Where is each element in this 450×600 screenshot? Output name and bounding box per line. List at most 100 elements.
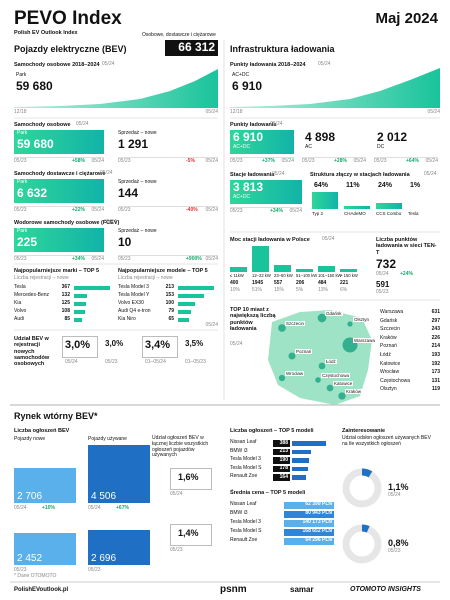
metric-box	[14, 130, 104, 154]
metric-value: 59 680	[17, 137, 54, 151]
metric-value: 4 898	[305, 130, 336, 144]
period: 05/24	[388, 492, 401, 498]
map-label: Częstochowa	[321, 373, 351, 379]
share-title: Udział BEV w rejestracji nowych samochod…	[14, 336, 50, 368]
list-bar	[74, 310, 85, 314]
change: +28%	[334, 158, 347, 164]
power-share: 5%	[296, 287, 304, 293]
card-title: Liczba ogłoszeń BEV	[14, 428, 70, 434]
list-bar	[292, 458, 309, 463]
metric-value: 59 680	[16, 79, 53, 93]
map-label: Poznań	[295, 349, 313, 355]
period: 05/24	[322, 236, 335, 242]
metric-value: 6 632	[17, 186, 48, 200]
period: 05/24	[170, 491, 183, 497]
metric-label: AC+DC	[233, 194, 251, 200]
footer-url: PolishEVoutlook.pl	[14, 587, 69, 593]
list-name: Audi Q4 e-tron	[118, 308, 151, 314]
list-bar	[292, 441, 326, 446]
period: 05/24	[205, 322, 218, 328]
card-title: Struktura złączy w stacjach ładowania	[310, 172, 410, 178]
date: Maj 2024	[375, 10, 438, 27]
city-name: Katowice	[380, 360, 401, 367]
city-name: Łódź	[380, 352, 391, 358]
list-bar	[292, 475, 307, 480]
list-name: Volvo EX30	[118, 300, 144, 306]
metric-label: Park	[17, 228, 28, 234]
metric-value: 144	[118, 186, 139, 200]
total-box	[165, 40, 218, 56]
section-title: Infrastruktura ładowania	[230, 44, 335, 54]
power-share: 51%	[252, 287, 263, 293]
power-bar	[318, 265, 335, 272]
period: 05/23	[14, 256, 27, 262]
city-value: 131	[431, 377, 440, 384]
period: 05/24	[104, 219, 117, 225]
list-name: Renault Zoe	[230, 473, 258, 479]
connector-name: Tesla	[408, 211, 419, 216]
power-share: 10%	[230, 287, 241, 293]
price-value: 80 943 PLN	[305, 510, 332, 516]
period: 05/24	[91, 158, 104, 164]
price-value: 140 173 PLN	[302, 519, 332, 525]
city-name: Olsztyn	[380, 386, 397, 393]
baseline	[302, 157, 366, 158]
group-name: Pojazdy nowe	[14, 436, 46, 442]
power-bar	[274, 264, 291, 272]
metric-label: AC+DC	[233, 144, 251, 150]
city-name: Wrocław	[380, 369, 400, 376]
price-box	[284, 501, 334, 509]
period: 05/23	[388, 548, 401, 554]
city-name: Gdańsk	[380, 317, 398, 324]
list-subtitle: Liczba rejestracji – nowe	[118, 275, 173, 281]
city-dot	[278, 374, 286, 382]
list-bar	[292, 466, 308, 471]
metric-label: AC+DC	[232, 72, 250, 78]
list-value: 153	[165, 292, 174, 298]
list-name: Mercedes-Benz	[14, 292, 50, 298]
period: 05/24	[100, 170, 113, 176]
axis-label: 12/18	[230, 109, 243, 115]
list-value: 100	[165, 300, 174, 306]
listing-bar	[14, 468, 76, 503]
metric-label: Sprzedaż – nowe	[118, 228, 157, 234]
city-value: 193	[431, 352, 440, 358]
list-name: Kia Niro	[118, 316, 136, 322]
metric-label: Park	[17, 179, 28, 185]
city-name: Częstochowa	[380, 377, 411, 384]
donut-track	[342, 524, 382, 564]
period: 05/23	[14, 158, 27, 164]
power-count: 557	[274, 280, 283, 286]
list-bar	[178, 286, 214, 290]
period: 05/23	[14, 567, 27, 573]
period: 01–05/24	[145, 359, 166, 365]
price-box	[284, 519, 334, 527]
list-value: 85	[64, 316, 70, 322]
tent-previous: 591	[376, 280, 390, 289]
map-label: Wrocław	[285, 371, 305, 377]
listing-bar	[88, 445, 150, 503]
period: 05/23	[170, 547, 183, 553]
list-value: 213	[165, 284, 174, 290]
listing-value: 4 506	[91, 491, 117, 502]
card-title: Samochody osobowe	[14, 122, 71, 128]
share-value: 3,5%	[185, 339, 204, 348]
period: 05/24	[289, 208, 302, 214]
baseline	[118, 206, 218, 207]
list-bar	[178, 310, 192, 314]
price-value: 64 296 PLN	[305, 537, 332, 543]
period: 05/24	[14, 505, 27, 511]
donut-arc	[361, 468, 373, 478]
map-label: Szczecin	[285, 321, 306, 327]
card-title: Moc stacji ładowania w Polsce	[230, 237, 310, 243]
list-value: 125	[61, 300, 70, 306]
metric-value: 10	[118, 235, 132, 249]
value-box	[273, 465, 290, 472]
section-title: Pojazdy elektryczne (BEV)	[14, 44, 127, 54]
list-name: BMW i3	[230, 447, 248, 454]
city-value: 226	[431, 334, 440, 341]
list-value: 367	[61, 284, 70, 290]
map-label: Łódź	[325, 359, 337, 365]
listing-value: 2 706	[17, 491, 43, 502]
interest-value: 1,1%	[388, 482, 409, 492]
